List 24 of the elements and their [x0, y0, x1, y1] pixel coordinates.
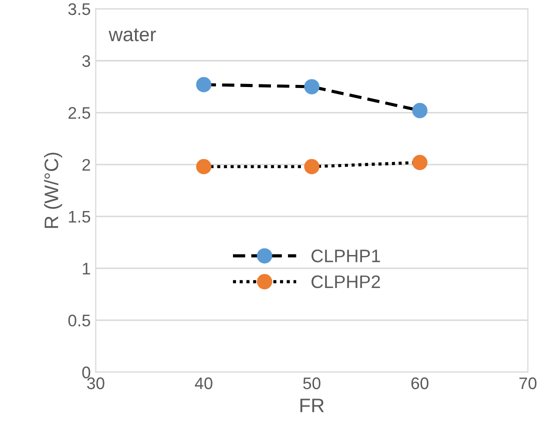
x-tick-label: 50: [303, 377, 320, 390]
y-tick-label: 3: [82, 55, 90, 67]
y-axis-title: R (W/°C): [44, 152, 62, 228]
y-tick-label: 1: [82, 262, 90, 274]
point: [304, 158, 320, 174]
x-tick-label: 40: [194, 377, 212, 390]
x-tick-label: 60: [411, 377, 428, 390]
point: [412, 102, 428, 118]
y-tick-label: 0.5: [68, 314, 90, 326]
point: [196, 158, 212, 174]
y-tick-label: 2: [82, 158, 90, 171]
y-tick-label: 0: [82, 366, 90, 378]
x-tick-label: 70: [519, 377, 536, 390]
legend-label: CLPHP2: [312, 275, 380, 288]
point: [196, 76, 212, 92]
point: [304, 79, 320, 94]
y-tick-label: 2.5: [68, 107, 90, 119]
y-tick-label: 1.5: [68, 211, 90, 223]
y-tick-label: 3.5: [68, 3, 90, 16]
point: [412, 154, 428, 170]
x-axis-title: FR: [300, 398, 324, 412]
legend-label: CLPHP1: [312, 250, 380, 262]
annotation: water: [108, 28, 156, 42]
x-tick-label: 30: [87, 377, 104, 390]
